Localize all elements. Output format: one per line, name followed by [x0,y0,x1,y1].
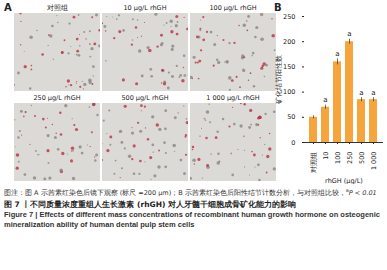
svg-text:矿化结节阳性数: 矿化结节阳性数 [275,55,283,105]
html-text:500 μg/L rhGH: 500 μg/L rhGH [121,94,169,102]
svg-text:a: a [371,89,375,97]
svg-text:150: 150 [283,63,295,71]
svg-text:100: 100 [283,88,295,96]
svg-text:50: 50 [287,113,295,121]
svg-text:250: 250 [346,152,354,164]
svg-text:rhGH (μg/L): rhGH (μg/L) [325,177,363,185]
svg-text:a: a [335,50,339,58]
html-text:图 7 丨不同质量浓度重组人生长激素 (rhGH) 对人牙髓: 图 7 丨不同质量浓度重组人生长激素 (rhGH) 对人牙髓干细胞成骨矿化能力的… [4,200,296,210]
html-text:图注：图 A 示茜素红染色后镜下观察 (标尺 =200 μm: 图注：图 A 示茜素红染色后镜下观察 (标尺 =200 μm)；B 示茜素红染色… [4,187,377,198]
svg-text:a: a [323,96,327,104]
html-text:对照组: 对照组 [46,4,68,12]
svg-text:500: 500 [358,152,366,164]
svg-text:100: 100 [334,152,342,164]
html-text:1 000 μg/L rhGH: 1 000 μg/L rhGH [206,94,260,102]
html-text:10 μg/L rhGH: 10 μg/L rhGH [123,4,167,12]
html-text:Figure 7 | Effects of differen: Figure 7 | Effects of different mass con… [4,210,380,230]
html-text:A: A [4,2,12,13]
html-text:B: B [274,2,282,13]
svg-text:0: 0 [291,139,295,147]
svg-text:a: a [359,89,363,97]
html-text:250 μg/L rhGH: 250 μg/L rhGH [33,94,81,102]
svg-text:200: 200 [283,38,295,46]
svg-text:对照组: 对照组 [310,152,318,173]
svg-text:1 000: 1 000 [370,152,378,171]
svg-text:10: 10 [322,152,330,160]
html-text:100 μg/L rhGH: 100 μg/L rhGH [209,4,257,12]
svg-text:250: 250 [283,13,295,21]
svg-text:a: a [347,30,351,38]
